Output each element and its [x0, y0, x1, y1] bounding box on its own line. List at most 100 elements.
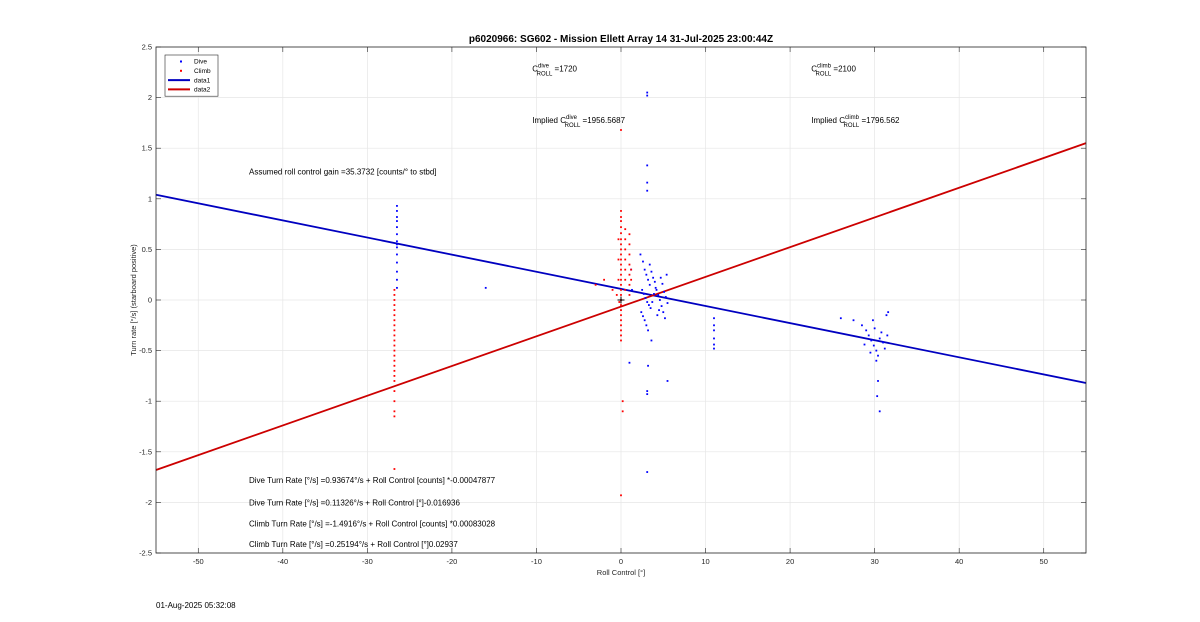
- annotation-text: Implied C: [532, 116, 566, 125]
- fit-line-data2: [155, 142, 1087, 471]
- point-dive: [646, 164, 649, 167]
- point-dive: [643, 319, 646, 322]
- point-climb: [620, 294, 622, 296]
- point-dive: [641, 288, 644, 291]
- point-dive: [882, 341, 884, 344]
- point-climb: [620, 243, 622, 246]
- point-dive: [660, 305, 663, 307]
- point-dive: [869, 351, 872, 354]
- point-climb: [617, 238, 620, 241]
- point-climb: [624, 268, 627, 271]
- point-dive: [650, 339, 653, 342]
- point-dive: [647, 364, 649, 367]
- point-climb: [628, 283, 631, 286]
- point-dive: [396, 210, 398, 212]
- point-climb: [617, 258, 620, 261]
- annotation-superscript: climb: [817, 63, 832, 69]
- annotation-subscript: ROLL: [565, 123, 581, 129]
- x-axis-label: Roll Control [°]: [597, 568, 645, 577]
- point-climb: [603, 278, 605, 281]
- x-tick-label: 30: [870, 557, 878, 566]
- point-dive: [666, 380, 669, 382]
- point-climb: [621, 400, 624, 403]
- point-climb: [620, 253, 622, 256]
- point-climb: [620, 258, 622, 261]
- point-dive: [396, 240, 398, 243]
- point-climb: [620, 278, 622, 281]
- point-dive: [631, 288, 633, 291]
- point-dive: [396, 216, 398, 218]
- point-dive: [396, 246, 398, 249]
- point-climb: [393, 299, 396, 301]
- point-dive: [713, 324, 715, 327]
- point-climb: [393, 329, 396, 332]
- point-climb: [620, 334, 622, 337]
- point-climb: [620, 339, 622, 342]
- point-dive: [396, 261, 398, 264]
- legend: Dive Climb data1 data2: [164, 54, 219, 97]
- y-tick-label: 2: [148, 93, 152, 102]
- point-dive: [649, 307, 652, 309]
- point-dive: [880, 331, 883, 334]
- point-dive: [646, 393, 649, 396]
- point-dive: [628, 361, 631, 364]
- point-climb: [620, 263, 622, 266]
- annotation-c-dive: Cdive ROLL =1720: [532, 63, 577, 77]
- point-dive: [877, 354, 879, 357]
- point-dive: [396, 226, 398, 229]
- point-dive: [666, 302, 669, 304]
- y-axis-label: Turn rate [°/s] (starboard positive): [129, 244, 138, 356]
- point-climb: [393, 344, 396, 347]
- point-climb: [393, 354, 396, 357]
- point-dive: [665, 273, 668, 276]
- point-dive: [656, 314, 659, 317]
- point-dive: [661, 282, 664, 285]
- point-dive: [878, 410, 881, 413]
- point-dive: [658, 299, 661, 301]
- point-climb: [617, 278, 620, 281]
- point-dive: [642, 315, 644, 318]
- point-dive: [713, 337, 715, 340]
- point-climb: [393, 349, 396, 352]
- point-climb: [393, 380, 396, 382]
- y-tick-label: 2.5: [142, 43, 152, 52]
- point-climb: [615, 294, 618, 296]
- point-climb: [594, 283, 597, 286]
- point-climb: [393, 319, 396, 322]
- legend-label: data1: [194, 77, 211, 84]
- y-tick-label: 0.5: [142, 245, 152, 254]
- point-dive: [852, 319, 855, 322]
- point-climb: [628, 263, 631, 266]
- point-dive: [648, 283, 651, 286]
- point-dive: [876, 395, 879, 398]
- point-dive: [396, 204, 398, 207]
- point-climb: [620, 210, 622, 212]
- point-dive: [654, 286, 657, 289]
- annotation-eq1: Dive Turn Rate [°/s] =0.93674°/s + Roll …: [249, 476, 496, 485]
- point-climb: [620, 268, 622, 271]
- point-dive: [653, 280, 656, 283]
- point-climb: [624, 278, 627, 281]
- y-tick-label: -1: [145, 397, 152, 406]
- point-dive: [648, 304, 650, 306]
- point-dive: [646, 181, 649, 184]
- annotation-text: C: [811, 64, 817, 73]
- point-dive: [655, 288, 658, 291]
- point-dive: [878, 337, 881, 340]
- point-dive: [650, 270, 653, 273]
- x-tick-label: 20: [786, 557, 794, 566]
- y-tick-label: 1: [148, 194, 152, 203]
- point-climb: [630, 278, 633, 281]
- point-dive: [646, 471, 649, 473]
- point-climb: [628, 294, 631, 296]
- point-climb: [393, 364, 396, 367]
- y-tick-label: 0: [148, 296, 152, 305]
- point-climb: [620, 238, 622, 241]
- point-dive: [645, 273, 648, 276]
- point-dive: [887, 311, 890, 314]
- point-climb: [620, 220, 622, 222]
- legend-label: Climb: [194, 68, 211, 75]
- annotation-text: Climb Turn Rate [°/s] =-1.4916°/s + Roll…: [249, 520, 496, 529]
- point-dive: [659, 276, 662, 279]
- point-dive: [484, 286, 487, 289]
